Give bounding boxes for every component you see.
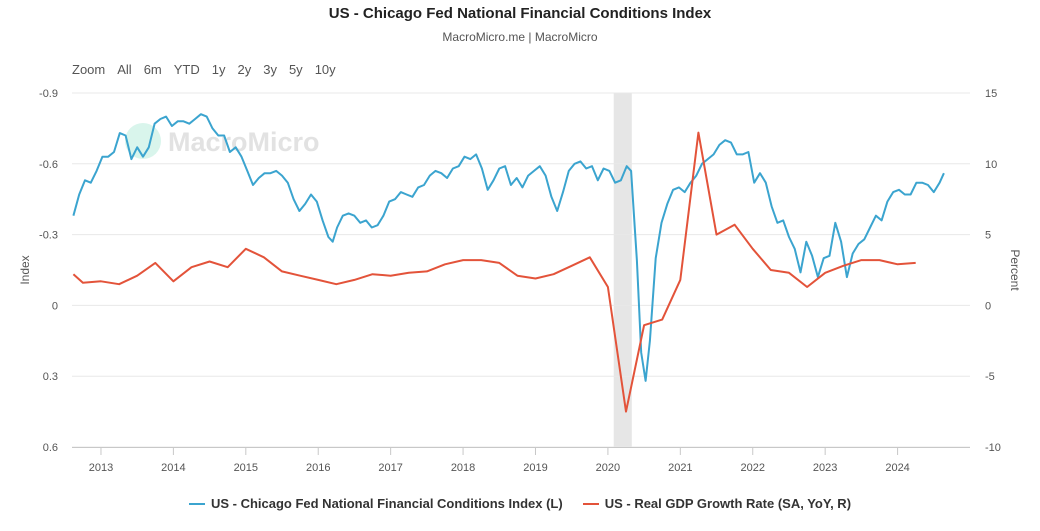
legend-swatch-gdp (582, 502, 599, 505)
legend-item-gdp[interactable]: US - Real GDP Growth Rate (SA, YoY, R) (582, 496, 852, 511)
y-left-tick-label: 0.6 (43, 442, 58, 454)
zoom-button-3y[interactable]: 3y (263, 62, 277, 77)
chart-title: US - Chicago Fed National Financial Cond… (328, 5, 712, 22)
y-left-tick-label: 0.3 (43, 371, 58, 383)
x-tick-label: 2022 (740, 462, 764, 474)
zoom-button-6m[interactable]: 6m (143, 62, 162, 77)
zoom-button-2y[interactable]: 2y (237, 62, 252, 77)
zoom-button-ytd[interactable]: YTD (173, 62, 200, 77)
legend-item-nfci[interactable]: US - Chicago Fed National Financial Cond… (188, 496, 563, 511)
y-right-tick-label: -5 (985, 371, 995, 383)
y-right-tick-label: 0 (985, 300, 991, 312)
chart-subtitle: MacroMicro.me | MacroMicro (442, 30, 598, 44)
y-left-tick-label: -0.6 (39, 159, 58, 171)
legend-swatch-nfci (188, 502, 205, 505)
legend-label-nfci: US - Chicago Fed National Financial Cond… (210, 496, 563, 511)
x-tick-label: 2015 (234, 462, 258, 474)
x-tick-label: 2019 (523, 462, 547, 474)
y-right-tick-label: -10 (985, 442, 1001, 454)
y-right-tick-label: 5 (985, 230, 991, 242)
y-left-axis-title: Index (18, 255, 32, 284)
x-tick-label: 2014 (161, 462, 185, 474)
x-tick-label: 2021 (668, 462, 692, 474)
x-tick-label: 2024 (885, 462, 909, 474)
series-line-gdp[interactable] (72, 131, 916, 413)
y-left-tick-label: -0.9 (39, 88, 58, 100)
x-tick-label: 2013 (89, 462, 113, 474)
x-tick-label: 2023 (813, 462, 837, 474)
x-tick-label: 2020 (596, 462, 620, 474)
zoom-button-5y[interactable]: 5y (288, 62, 303, 77)
zoom-button-10y[interactable]: 10y (314, 62, 336, 77)
y-left-tick-label: 0 (52, 300, 58, 312)
y-right-axis-title: Percent (1008, 249, 1022, 291)
y-left-tick-label: -0.3 (39, 230, 58, 242)
x-tick-label: 2017 (378, 462, 402, 474)
y-right-tick-label: 15 (985, 88, 997, 100)
x-tick-label: 2016 (306, 462, 330, 474)
zoom-button-1y[interactable]: 1y (211, 62, 226, 77)
zoom-label: Zoom (72, 62, 106, 77)
x-tick-label: 2018 (451, 462, 475, 474)
series-line-nfci[interactable] (72, 113, 945, 382)
legend: US - Chicago Fed National Financial Cond… (0, 496, 1040, 511)
legend-label-gdp: US - Real GDP Growth Rate (SA, YoY, R) (604, 496, 852, 511)
zoom-button-all[interactable]: All (117, 62, 132, 77)
watermark-text: MacroMicro (168, 127, 320, 157)
zoom-bar: Zoom All 6m YTD 1y 2y 3y 5y 10y (72, 62, 348, 77)
y-right-tick-label: 10 (985, 159, 997, 171)
